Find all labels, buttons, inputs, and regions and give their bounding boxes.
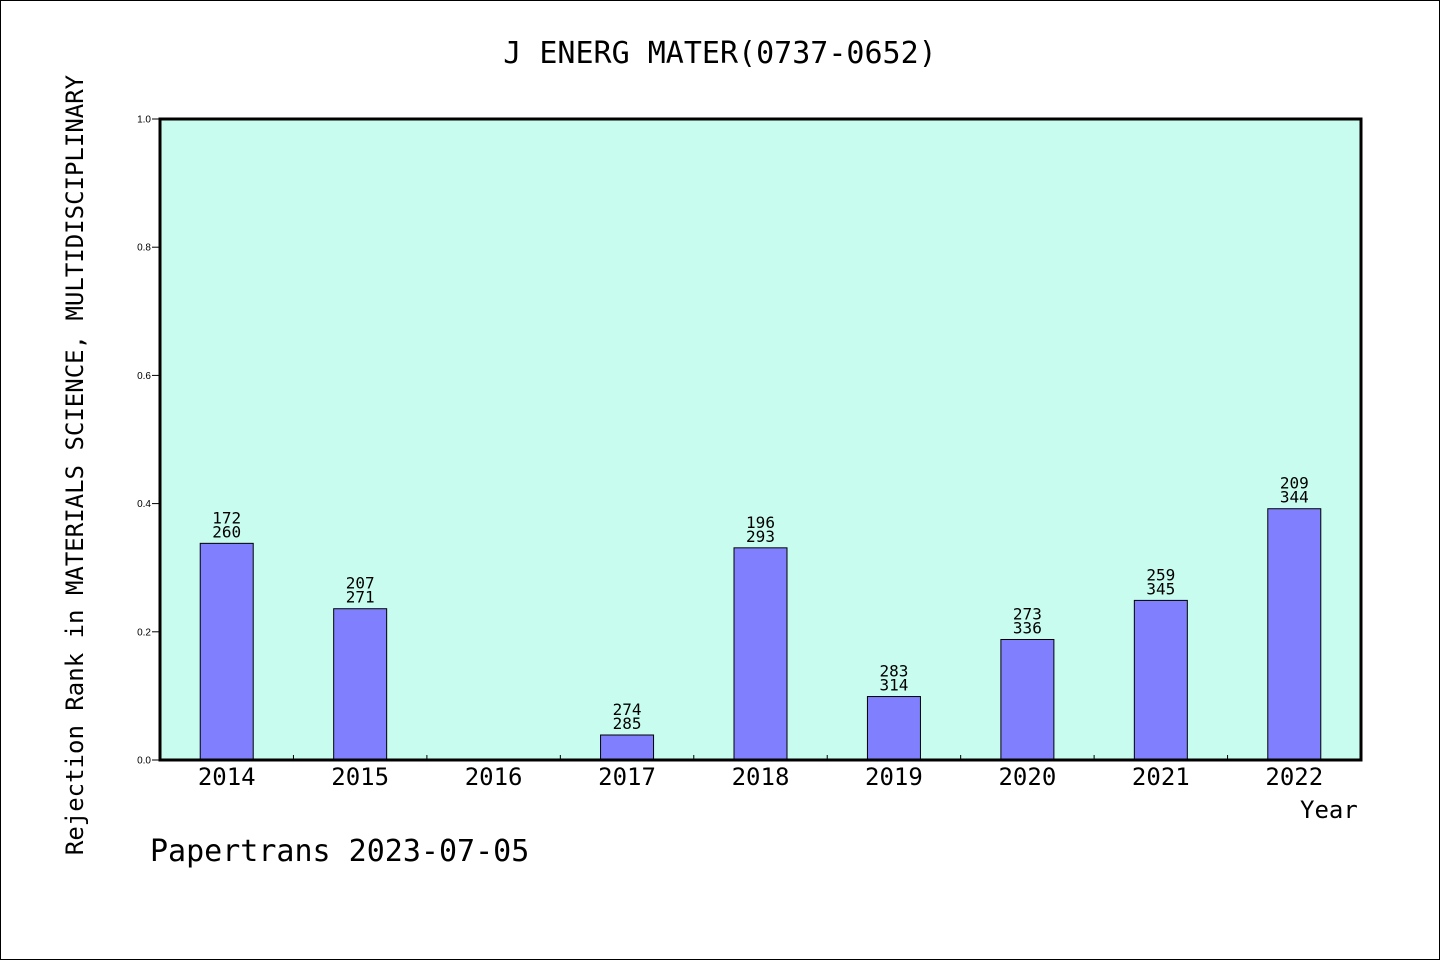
bar-label-top: 209 bbox=[1280, 474, 1309, 493]
bar-2015 bbox=[333, 608, 388, 761]
y-axis: 0.0 0.2 0.4 0.6 0.8 1.0 bbox=[137, 115, 160, 767]
y-tick-label: 0.6 bbox=[137, 371, 151, 382]
x-tick-label: 2015 bbox=[331, 763, 389, 791]
bar-2021 bbox=[1133, 599, 1188, 761]
bar-label-bottom: 260 bbox=[212, 522, 241, 541]
bar-label-top: 196 bbox=[746, 513, 775, 532]
x-tick-label: 2020 bbox=[998, 763, 1056, 791]
y-tick-label: 1.0 bbox=[137, 115, 151, 126]
bar-label-top: 283 bbox=[879, 662, 908, 681]
x-tick-label: 2017 bbox=[598, 763, 656, 791]
x-tick-label: 2014 bbox=[198, 763, 256, 791]
plot-border bbox=[158, 117, 1363, 762]
x-tick-label: 2021 bbox=[1132, 763, 1190, 791]
bar-labels-layer: 1722602072712742851962932833142733362593… bbox=[212, 474, 1308, 733]
bar-label-bottom: 271 bbox=[346, 588, 375, 607]
bar-label-bottom: 336 bbox=[1013, 618, 1042, 637]
x-axis-label: Year bbox=[1300, 796, 1358, 824]
x-tick-label: 2018 bbox=[732, 763, 790, 791]
bar-label-top: 259 bbox=[1146, 565, 1175, 584]
bar-2018 bbox=[733, 547, 788, 761]
x-axis: 2014 2015 2016 2017 2018 2019 2020 2021 2022 bbox=[198, 755, 1323, 791]
x-tick-label: 2022 bbox=[1265, 763, 1323, 791]
bars-layer bbox=[199, 508, 1322, 761]
bar-2014 bbox=[199, 542, 254, 761]
y-tick-label: 0.4 bbox=[137, 499, 151, 510]
bar-label-top: 172 bbox=[212, 508, 241, 527]
x-tick-label: 2016 bbox=[465, 763, 523, 791]
bar-label-top: 274 bbox=[613, 700, 642, 719]
bar-label-top: 207 bbox=[346, 574, 375, 593]
bar-label-bottom: 285 bbox=[613, 714, 642, 733]
bar-label-bottom: 345 bbox=[1146, 579, 1175, 598]
bar-2022 bbox=[1267, 508, 1322, 761]
y-tick-label: 0.2 bbox=[137, 627, 151, 638]
y-tick-label: 0.0 bbox=[137, 756, 151, 767]
bar-2020 bbox=[1000, 638, 1055, 761]
bar-2017 bbox=[600, 734, 655, 761]
bar-label-top: 273 bbox=[1013, 604, 1042, 623]
x-tick-label: 2019 bbox=[865, 763, 923, 791]
bar-label-bottom: 293 bbox=[746, 527, 775, 546]
bar-2019 bbox=[866, 696, 921, 761]
bar-label-bottom: 314 bbox=[879, 676, 908, 695]
chart-title: J ENERG MATER(0737-0652) bbox=[503, 36, 937, 71]
y-tick-label: 0.8 bbox=[137, 243, 151, 254]
watermark-text: Papertrans 2023-07-05 bbox=[150, 834, 530, 869]
bar-label-bottom: 344 bbox=[1280, 488, 1309, 507]
